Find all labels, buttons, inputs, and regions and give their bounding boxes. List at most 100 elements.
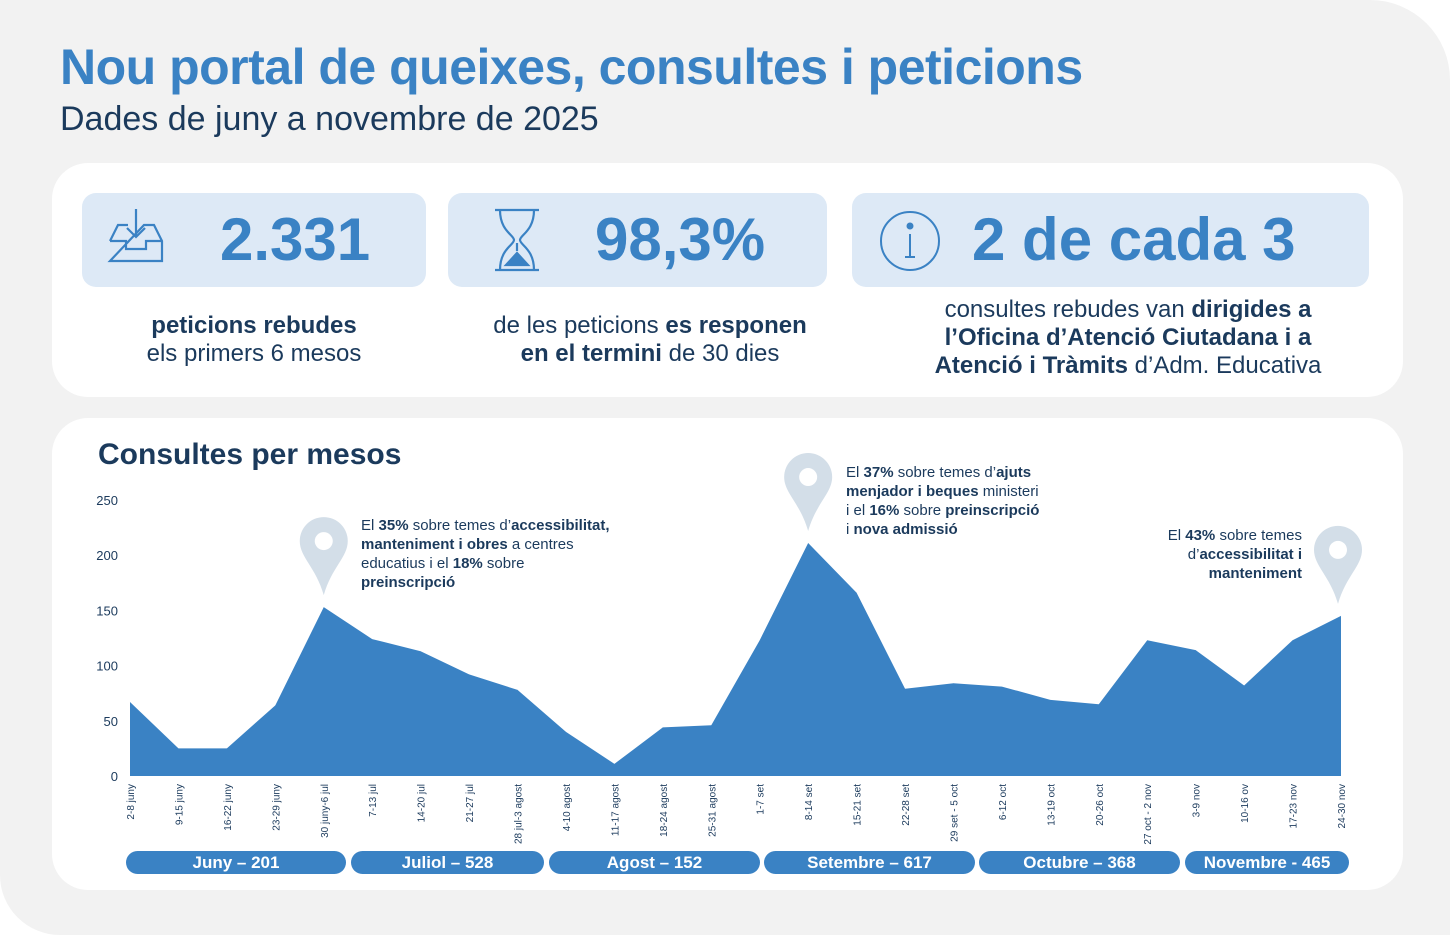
x-tick-label: 17-23 nov xyxy=(1289,784,1300,828)
stat-value: 98,3% xyxy=(595,206,766,273)
info-icon xyxy=(880,211,940,271)
bold-text: 35% xyxy=(378,517,409,534)
bold-text: menjador i beques xyxy=(846,483,979,500)
text-line: El 37% sobre temes d’ajuts xyxy=(846,463,1039,482)
x-tick-label: 10-16 ov xyxy=(1240,784,1251,823)
stat-box-response: 98,3% xyxy=(448,193,827,287)
x-tick-label: 22-28 set xyxy=(901,784,912,826)
text-line: i nova admissió xyxy=(846,520,1039,539)
text: d’Adm. Educativa xyxy=(1127,352,1322,379)
text: a centres xyxy=(507,536,574,553)
x-tick-label: 23-29 juny xyxy=(271,784,282,831)
x-tick-label: 9-15 juny xyxy=(174,784,185,825)
y-tick-label: 250 xyxy=(96,493,118,508)
x-tick-label: 2-8 juny xyxy=(126,784,137,820)
x-tick-label: 29 set - 5 oct xyxy=(949,784,960,842)
text: de 30 dies xyxy=(661,340,780,367)
text-line: d’accessibilitat i xyxy=(1100,545,1302,564)
month-total-label: Juliol – 528 xyxy=(351,851,544,874)
area-series xyxy=(130,543,1341,776)
bold-text: l’Oficina d’Atenció Ciutadana i a xyxy=(944,324,1312,351)
bold-text: nova admissió xyxy=(853,521,958,538)
x-tick-label: 27 oct - 2 nov xyxy=(1143,784,1154,845)
text-line: manteniment i obres a centres xyxy=(361,535,609,554)
map-pin-icon xyxy=(299,517,348,596)
x-tick-label: 20-26 oct xyxy=(1095,784,1106,826)
x-tick-label: 15-21 set xyxy=(853,784,864,826)
text-line: els primers 6 mesos xyxy=(82,340,426,368)
text: d’ xyxy=(1187,546,1200,563)
text: els primers 6 mesos xyxy=(146,340,362,367)
text: consultes rebudes van xyxy=(944,296,1192,323)
text: sobre xyxy=(899,502,946,519)
bold-text: manteniment i obres xyxy=(361,536,508,553)
x-tick-label: 8-14 set xyxy=(804,784,815,820)
x-tick-label: 28 jul-3 agost xyxy=(514,784,525,844)
x-tick-label: 1-7 set xyxy=(756,784,767,815)
page-subtitle: Dades de juny a novembre de 2025 xyxy=(60,100,599,138)
text: El xyxy=(361,517,379,534)
map-pin-icon xyxy=(784,453,833,532)
x-tick-label: 7-13 jul xyxy=(368,784,379,817)
x-tick-label: 16-22 juny xyxy=(223,784,234,831)
y-tick-label: 150 xyxy=(96,603,118,618)
text: educatius i el xyxy=(361,555,453,572)
bold-text: Atenció i Tràmits xyxy=(934,352,1128,379)
annotation-accessibility: El 35% sobre temes d’accessibilitat, mant… xyxy=(361,516,609,592)
stat-description: de les peticions es responen en el termin… xyxy=(448,312,852,368)
text: i xyxy=(846,521,854,538)
x-tick-label: 11-17 agost xyxy=(610,784,621,836)
bold-text: en el termini xyxy=(520,340,662,367)
bold-text: ajuts xyxy=(996,464,1032,481)
text: ministeri xyxy=(978,483,1039,500)
month-total-label: Juny – 201 xyxy=(126,851,346,874)
x-tick-label: 3-9 nov xyxy=(1192,784,1203,817)
text: de les peticions xyxy=(493,312,666,339)
map-pin-dot xyxy=(799,468,818,487)
bold-text: preinscripció xyxy=(361,574,456,591)
text-line: preinscripció xyxy=(361,573,609,592)
text-line: l’Oficina d’Atenció Ciutadana i a xyxy=(880,324,1376,352)
x-tick-label: 21-27 jul xyxy=(465,784,476,822)
y-tick-label: 200 xyxy=(96,548,118,563)
bold-text: es responen xyxy=(665,312,807,339)
chart-title: Consultes per mesos xyxy=(98,438,402,471)
bold-text: peticions rebudes xyxy=(151,312,357,339)
text: El xyxy=(1167,527,1186,544)
stat-value: 2 de cada 3 xyxy=(972,206,1296,273)
text: sobre temes d’ xyxy=(893,464,997,481)
annotation-maintenance: El 43% sobre temes d’accessibilitat i mant… xyxy=(1100,526,1302,583)
hourglass-icon xyxy=(495,208,539,272)
text-line: El 35% sobre temes d’accessibilitat, xyxy=(361,516,609,535)
bold-text: 43% xyxy=(1185,527,1216,544)
month-total-label: Novembre - 465 xyxy=(1185,851,1349,874)
map-pin-dot xyxy=(1329,540,1347,559)
text: sobre temes xyxy=(1215,527,1302,544)
x-tick-label: 24-30 nov xyxy=(1337,784,1348,828)
map-pin-icon xyxy=(1314,525,1362,604)
text-line: El 43% sobre temes xyxy=(1100,526,1302,545)
bold-text: 18% xyxy=(452,555,483,572)
stat-value: 2.331 xyxy=(220,206,371,273)
x-tick-label: 14-20 jul xyxy=(417,784,428,822)
text-line: en el termini de 30 dies xyxy=(448,340,852,368)
text-line: menjador i beques ministeri xyxy=(846,482,1039,501)
stat-description: peticions rebudes els primers 6 mesos xyxy=(82,312,426,368)
annotation-meal-grants: El 37% sobre temes d’ajuts menjador i beq… xyxy=(846,463,1039,539)
text-line: i el 16% sobre preinscripció xyxy=(846,501,1039,520)
page-title: Nou portal de queixes, consultes i petic… xyxy=(60,39,1083,95)
bold-text: accessibilitat i xyxy=(1199,546,1302,563)
text-line: manteniment xyxy=(1100,564,1302,583)
x-tick-label: 4-10 agost xyxy=(562,784,573,831)
stat-box-consultations: 2 de cada 3 xyxy=(852,193,1369,287)
text: El xyxy=(846,464,864,481)
x-tick-label: 18-24 agost xyxy=(659,784,670,837)
stat-box-petitions: 2.331 xyxy=(82,193,426,287)
bold-text: 16% xyxy=(869,502,900,519)
text-line: educatius i el 18% sobre xyxy=(361,554,609,573)
month-total-label: Octubre – 368 xyxy=(979,851,1180,874)
text: sobre temes d’ xyxy=(408,517,512,534)
y-tick-label: 100 xyxy=(96,659,118,674)
text-line: de les peticions es responen xyxy=(448,312,852,340)
